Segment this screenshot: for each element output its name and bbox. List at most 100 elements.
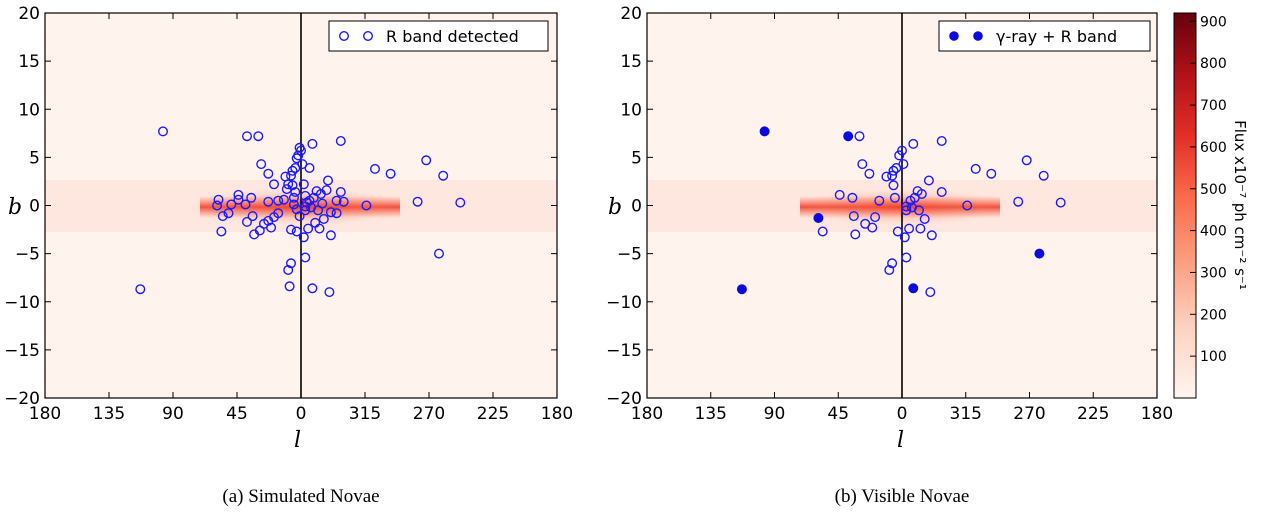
scatter-points: [135, 126, 466, 298]
r-band-point: [269, 179, 280, 190]
y-tick-label: −10: [606, 293, 642, 313]
r-band-point: [899, 232, 910, 243]
r-band-point: [887, 258, 898, 269]
caption-b: (b) Visible Novae: [835, 486, 970, 507]
legend-marker-open: [363, 31, 374, 42]
x-tick-label: 45: [226, 404, 248, 424]
r-band-point: [241, 131, 252, 142]
r-band-point: [290, 162, 301, 173]
panel-simulated-novae: 180 135 90 45 0 315 270 225 180 20 15 10 5 0 −5 −10 −15 −…: [4, 4, 573, 507]
r-band-point: [263, 168, 274, 179]
y-tick-label: −10: [4, 293, 40, 313]
plot-frame: [646, 12, 1158, 399]
r-band-point: [1055, 197, 1066, 208]
r-band-point: [912, 186, 923, 197]
y-tick-label: −5: [617, 245, 642, 265]
r-band-point: [300, 252, 311, 263]
r-band-point: [874, 195, 885, 206]
x-tick-label: 180: [541, 404, 573, 424]
r-band-point: [901, 201, 912, 212]
y-tick-label: 20: [18, 4, 40, 24]
y-tick-label: 0: [29, 197, 40, 217]
colorbar-tick-label: 700: [1200, 98, 1227, 114]
r-band-point: [881, 171, 892, 182]
y-tick-label: 10: [18, 100, 40, 120]
r-band-point: [313, 205, 324, 216]
r-band-point: [288, 199, 299, 210]
r-band-point: [241, 216, 252, 227]
r-band-point: [294, 142, 305, 153]
legend-label: R band detected: [386, 27, 519, 46]
r-band-point: [914, 205, 925, 216]
gamma-r-band-point: [843, 131, 854, 142]
y-tick-label: 15: [18, 52, 40, 72]
r-band-point: [889, 192, 900, 203]
y-tick-label: 10: [620, 100, 642, 120]
r-band-point: [223, 208, 234, 219]
r-band-point: [256, 159, 267, 170]
r-band-point: [894, 150, 905, 161]
r-band-point: [891, 162, 902, 173]
r-band-point: [338, 196, 349, 207]
r-band-point: [213, 194, 224, 205]
colorbar-tick-label: 200: [1200, 307, 1227, 323]
r-band-point: [217, 211, 228, 222]
y-tick-label: 0: [631, 197, 642, 217]
r-band-point: [253, 131, 264, 142]
legend-marker-filled: [973, 31, 983, 41]
r-band-point: [421, 155, 432, 166]
gamma-r-band-point: [1034, 248, 1045, 259]
r-band-point: [385, 168, 396, 179]
r-band-point: [919, 213, 930, 224]
x-tick-label: 180: [1141, 404, 1173, 424]
r-band-point: [331, 208, 342, 219]
r-band-point: [283, 265, 294, 276]
x-tick-label: 225: [477, 404, 509, 424]
r-band-point: [936, 135, 947, 146]
r-band-point: [986, 168, 997, 179]
panel-visible-novae: 180 135 90 45 0 315 270 225 180 20 15 10 5 0 −5 −10 −15 −…: [606, 4, 1249, 507]
y-tick-label: −20: [606, 389, 642, 409]
r-band-point: [246, 192, 257, 203]
r-band-point: [281, 184, 292, 195]
r-band-point: [850, 229, 861, 240]
r-band-point: [135, 284, 146, 295]
r-band-point: [298, 232, 309, 243]
y-tick-label: −5: [15, 245, 40, 265]
r-band-point: [286, 224, 297, 235]
r-band-point: [904, 223, 915, 234]
r-band-point: [909, 192, 920, 203]
r-band-point: [249, 229, 260, 240]
r-band-point: [870, 212, 881, 223]
r-band-point: [216, 226, 227, 237]
colorbar: 900 800 700 600 500 400 300 200 100 Flux x10⁻⁷ p…: [1173, 12, 1249, 399]
r-band-point: [307, 138, 318, 149]
r-band-point: [233, 189, 244, 200]
r-band-point: [298, 179, 309, 190]
r-band-point: [324, 287, 335, 298]
r-band-point: [266, 222, 277, 233]
x-tick-label: 315: [950, 404, 982, 424]
y-tick-label: 5: [631, 148, 642, 168]
axis-ticks: 180 135 90 45 0 315 270 225 180 20 15 10 5 0 −5 −10 −15 −…: [606, 4, 1173, 424]
r-band-point: [233, 194, 244, 205]
r-band-point: [273, 195, 284, 206]
r-band-point: [303, 223, 314, 234]
x-tick-label: 180: [29, 404, 61, 424]
r-band-point: [915, 223, 926, 234]
r-band-point: [335, 186, 346, 197]
r-band-point: [278, 194, 289, 205]
r-band-point: [867, 222, 878, 233]
r-band-point: [884, 265, 895, 276]
r-band-point: [1013, 196, 1024, 207]
r-band-point: [1021, 155, 1032, 166]
legend-label: γ-ray + R band: [996, 27, 1117, 46]
r-band-point: [308, 192, 319, 203]
r-band-point: [290, 186, 301, 197]
legend: γ-ray + R band: [938, 20, 1151, 52]
r-band-point: [294, 211, 305, 222]
r-band-point: [331, 195, 342, 206]
colorbar-tick-label: 900: [1200, 14, 1227, 30]
axis-ticks: 180 135 90 45 0 315 270 225 180 20 15 10 5 0 −5 −10 −15 −…: [4, 4, 573, 424]
r-band-point: [901, 252, 912, 263]
